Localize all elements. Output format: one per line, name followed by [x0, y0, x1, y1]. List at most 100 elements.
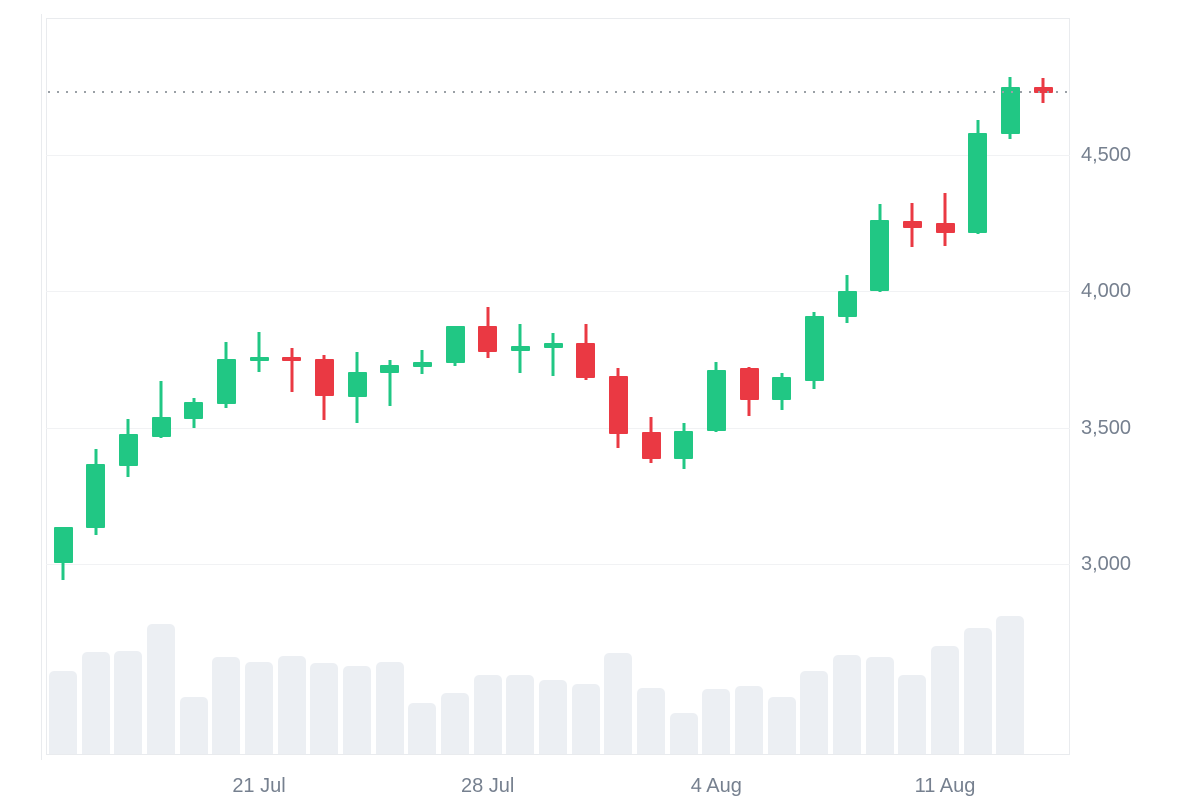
- volume-bar[interactable]: [833, 654, 861, 754]
- candle[interactable]: [478, 306, 498, 358]
- candle[interactable]: [1000, 76, 1020, 139]
- candle[interactable]: [412, 349, 432, 375]
- candle-body: [412, 361, 432, 368]
- grid-line: [46, 291, 1070, 292]
- volume-bar[interactable]: [277, 656, 306, 754]
- candle[interactable]: [968, 119, 988, 234]
- candle[interactable]: [772, 373, 792, 411]
- candle-body: [282, 356, 302, 362]
- candle-body: [510, 346, 530, 351]
- candle-wick: [388, 359, 392, 407]
- candle[interactable]: [902, 202, 922, 248]
- candle-body: [608, 376, 628, 435]
- volume-bar[interactable]: [473, 675, 502, 754]
- candle[interactable]: [608, 368, 628, 449]
- grid-line: [46, 427, 1070, 429]
- candle-body: [576, 343, 596, 379]
- y-axis-label: 4,000: [1081, 280, 1132, 302]
- volume-bar[interactable]: [898, 675, 927, 754]
- volume-bar[interactable]: [49, 671, 77, 754]
- candle[interactable]: [380, 359, 400, 407]
- candle[interactable]: [445, 325, 465, 366]
- candle[interactable]: [739, 367, 759, 417]
- candle-wick: [943, 193, 947, 246]
- x-axis-label: 21 Jul: [232, 775, 286, 797]
- volume-bar[interactable]: [669, 712, 698, 754]
- volume-bar[interactable]: [604, 653, 633, 754]
- volume-bar[interactable]: [996, 616, 1025, 754]
- volume-bar[interactable]: [310, 662, 339, 754]
- candle[interactable]: [151, 381, 171, 438]
- y-axis-label: 4,500: [1081, 143, 1132, 166]
- candle-body: [445, 326, 465, 363]
- candle-body: [968, 132, 988, 233]
- candle[interactable]: [935, 193, 955, 246]
- candle-body: [543, 343, 563, 349]
- candle[interactable]: [249, 332, 269, 373]
- candle[interactable]: [510, 324, 530, 374]
- volume-bar[interactable]: [179, 697, 208, 754]
- volume-bar[interactable]: [212, 657, 241, 754]
- volume-bar[interactable]: [408, 702, 437, 754]
- volume-bar[interactable]: [147, 624, 175, 754]
- volume-bar[interactable]: [245, 661, 273, 754]
- grid-line: [46, 154, 1070, 156]
- volume-bar[interactable]: [931, 646, 959, 754]
- candle-body: [151, 416, 171, 438]
- candle[interactable]: [870, 203, 890, 293]
- candle-body: [118, 434, 138, 466]
- candle[interactable]: [576, 324, 596, 380]
- candle[interactable]: [216, 341, 236, 408]
- y-axis-label: 3,000: [1081, 553, 1132, 575]
- candle[interactable]: [706, 362, 726, 433]
- x-axis-label: 4 Aug: [690, 775, 742, 797]
- volume-bar[interactable]: [375, 661, 404, 754]
- current-price-line: [48, 91, 1070, 94]
- candle[interactable]: [53, 527, 73, 581]
- candle-body: [1033, 87, 1053, 93]
- candle[interactable]: [641, 417, 661, 464]
- volume-bar[interactable]: [767, 697, 796, 754]
- candle-body: [53, 527, 73, 563]
- candle[interactable]: [282, 348, 302, 393]
- candle-body: [314, 359, 334, 396]
- volume-bar[interactable]: [539, 679, 567, 754]
- candle[interactable]: [804, 311, 824, 390]
- candle-body: [249, 356, 269, 361]
- volume-bar[interactable]: [865, 657, 894, 754]
- candle[interactable]: [674, 423, 694, 469]
- volume-bar[interactable]: [735, 686, 763, 754]
- plot-area: [46, 18, 1070, 755]
- candle[interactable]: [118, 419, 138, 477]
- candle[interactable]: [543, 333, 563, 377]
- candle-wick: [551, 333, 555, 377]
- volume-bar[interactable]: [441, 693, 469, 754]
- candle-body: [935, 222, 955, 234]
- x-axis-label: 28 Jul: [461, 775, 515, 797]
- candle-body: [870, 220, 890, 291]
- candle[interactable]: [837, 274, 857, 324]
- candle-body: [706, 370, 726, 432]
- candle-body: [837, 290, 857, 318]
- candle[interactable]: [1033, 77, 1053, 103]
- candle-body: [902, 220, 922, 228]
- volume-bar[interactable]: [571, 683, 600, 754]
- candle[interactable]: [86, 449, 106, 536]
- candle-body: [674, 430, 694, 460]
- y-axis-label: 3,500: [1081, 416, 1132, 439]
- volume-bar[interactable]: [114, 650, 143, 754]
- volume-bar[interactable]: [800, 671, 829, 754]
- volume-bar[interactable]: [637, 687, 665, 754]
- volume-bar[interactable]: [702, 689, 731, 754]
- volume-bar[interactable]: [963, 628, 992, 754]
- volume-bar[interactable]: [81, 651, 110, 754]
- volume-bar[interactable]: [506, 675, 535, 754]
- volume-bar[interactable]: [343, 665, 371, 754]
- candle[interactable]: [314, 354, 334, 420]
- candle[interactable]: [347, 352, 367, 423]
- candle[interactable]: [184, 397, 204, 428]
- x-axis-label: 11 Aug: [914, 775, 976, 797]
- candle-body: [804, 315, 824, 381]
- candle-wick: [257, 332, 261, 373]
